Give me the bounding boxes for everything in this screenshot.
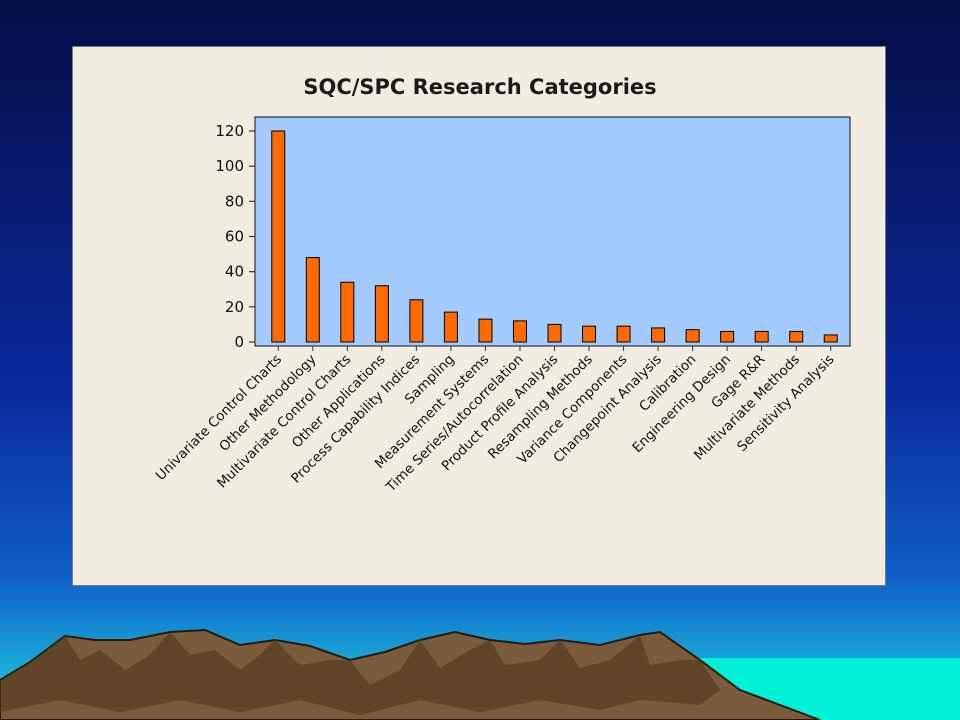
bar-chart: SQC/SPC Research Categories 0 20 40 60 80 100… bbox=[153, 75, 851, 496]
bar bbox=[720, 330, 735, 343]
y-axis: 0 20 40 60 80 100 120 bbox=[215, 122, 255, 351]
y-tick-label: 80 bbox=[225, 192, 244, 210]
mountain-shadows bbox=[0, 632, 720, 715]
bar bbox=[789, 330, 804, 343]
chart-title: SQC/SPC Research Categories bbox=[303, 75, 656, 99]
bar bbox=[582, 325, 597, 343]
bar bbox=[409, 299, 424, 343]
y-tick-label: 60 bbox=[225, 228, 244, 246]
bar bbox=[271, 130, 286, 343]
x-tick-label: Multivariate Control Charts bbox=[214, 352, 354, 492]
bar bbox=[754, 330, 769, 343]
bar bbox=[651, 327, 666, 343]
y-tick-label: 120 bbox=[215, 122, 244, 140]
y-tick-label: 0 bbox=[234, 333, 244, 351]
chart-panel: SQC/SPC Research Categories 0 20 40 60 80 100… bbox=[72, 46, 886, 586]
bar bbox=[443, 311, 458, 343]
y-tick-label: 100 bbox=[215, 157, 244, 175]
bar bbox=[685, 329, 700, 343]
bar bbox=[305, 257, 320, 343]
y-tick-label: 40 bbox=[225, 263, 244, 281]
bar bbox=[478, 318, 493, 343]
y-tick-label: 20 bbox=[225, 298, 244, 316]
bar bbox=[823, 334, 838, 343]
bar bbox=[616, 325, 631, 343]
bar bbox=[547, 323, 562, 343]
bars bbox=[271, 130, 838, 343]
bar bbox=[340, 281, 355, 343]
bar bbox=[374, 285, 389, 343]
bar bbox=[512, 320, 527, 343]
x-tick-label: Univariate Control Charts bbox=[153, 352, 285, 484]
